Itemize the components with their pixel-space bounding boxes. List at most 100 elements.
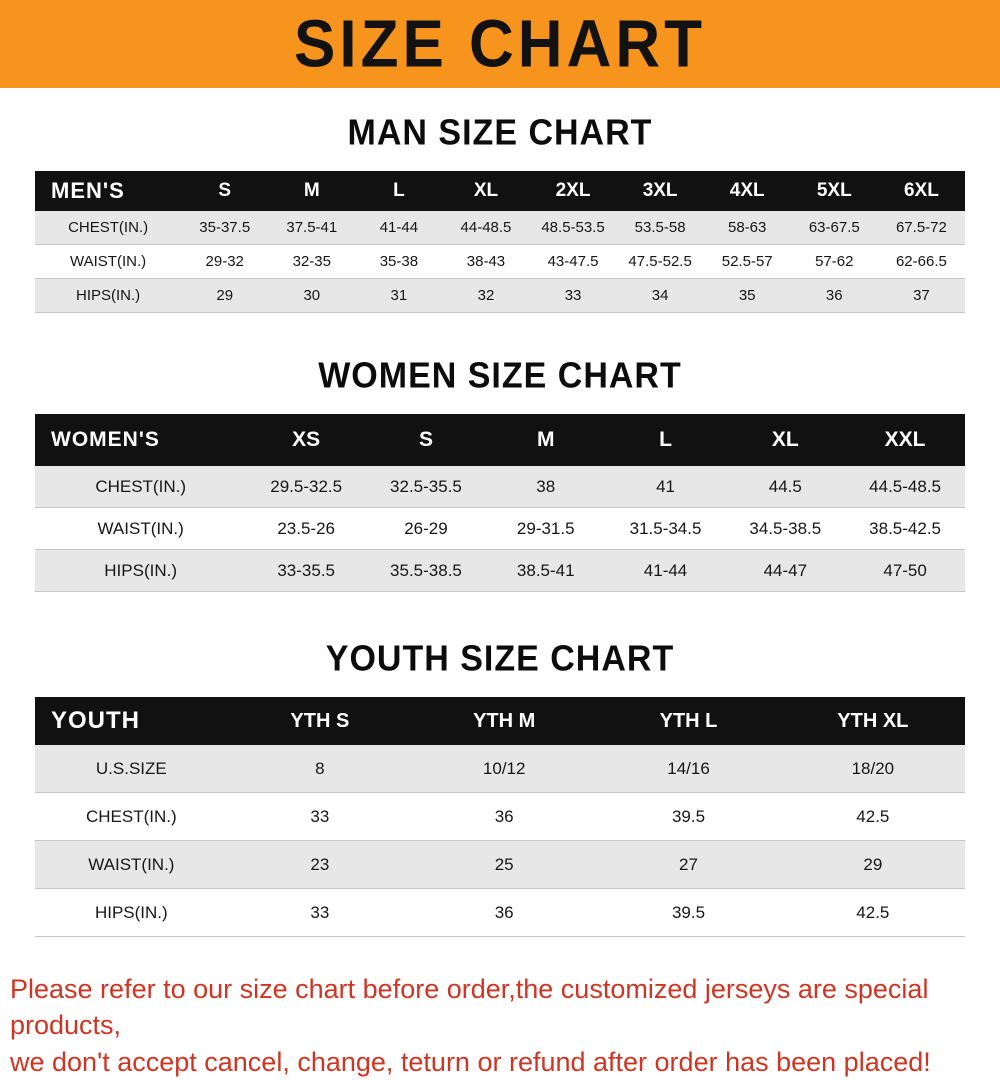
measurement-value: 10/12 [412, 745, 597, 793]
measurement-label: CHEST(IN.) [35, 792, 228, 841]
measurement-value: 29 [181, 278, 269, 313]
measurement-value: 47-50 [845, 549, 965, 592]
measurement-value: 18/20 [780, 745, 965, 793]
table-header-row: MEN'S S M L XL 2XL 3XL 4XL 5XL 6XL [35, 171, 965, 211]
table-row: WAIST(IN.) 23 25 27 29 [35, 840, 965, 889]
measurement-value: 33 [529, 278, 617, 313]
table-row: HIPS(IN.) 33-35.5 35.5-38.5 38.5-41 41-44 44-… [35, 549, 965, 592]
measurement-value: 26-29 [366, 507, 486, 550]
measurement-value: 44.5 [725, 466, 846, 508]
measurement-value: 29-31.5 [485, 507, 606, 550]
measurement-label: CHEST(IN.) [35, 466, 247, 508]
measurement-value: 53.5-58 [616, 211, 704, 245]
measurement-value: 29 [780, 840, 965, 889]
measurement-value: 36 [412, 792, 597, 841]
size-chart-banner: SIZE CHART [0, 0, 1000, 88]
measurement-value: 44-47 [725, 549, 846, 592]
measurement-value: 29-32 [181, 244, 269, 279]
measurement-value: 29.5-32.5 [246, 466, 367, 508]
size-column-header: XL [442, 171, 530, 211]
size-column-header: YTH XL [780, 697, 965, 745]
size-column-header: L [355, 171, 443, 211]
measurement-value: 63-67.5 [790, 211, 878, 245]
man-size-heading: MAN SIZE CHART [347, 113, 653, 153]
measurement-value: 47.5-52.5 [616, 244, 704, 279]
measurement-value: 31 [355, 278, 443, 313]
measurement-value: 23 [227, 840, 413, 889]
measurement-label: WAIST(IN.) [35, 244, 182, 279]
order-policy-note: Please refer to our size chart before or… [10, 971, 992, 1080]
table-row: HIPS(IN.) 33 36 39.5 42.5 [35, 888, 965, 937]
measurement-value: 35.5-38.5 [366, 549, 486, 592]
measurement-value: 38-43 [442, 244, 530, 279]
size-table: WOMEN'S XS S M L XL XXL CHEST(IN.) 29.5-32.5 32.5… [35, 414, 965, 592]
size-column-header: L [605, 414, 726, 466]
size-column-header: M [485, 414, 606, 466]
women-size-heading: WOMEN SIZE CHART [318, 356, 682, 396]
youth-size-section: YOUTH SIZE CHART YOUTH YTH S YTH M YTH L YTH… [0, 639, 1000, 937]
table-row: HIPS(IN.) 29 30 31 32 33 34 35 36 37 [35, 278, 965, 313]
table-header-row: YOUTH YTH S YTH M YTH L YTH XL [35, 697, 965, 745]
measurement-value: 32.5-35.5 [366, 466, 486, 508]
size-column-header: S [181, 171, 269, 211]
size-column-header: 2XL [529, 171, 617, 211]
measurement-label: HIPS(IN.) [35, 549, 247, 592]
measurement-value: 33 [227, 792, 413, 841]
measurement-value: 14/16 [596, 745, 781, 793]
table-row: CHEST(IN.) 29.5-32.5 32.5-35.5 38 41 44.5 44.5… [35, 466, 965, 508]
measurement-label: U.S.SIZE [35, 745, 228, 793]
order-policy-line-2: we don't accept cancel, change, teturn o… [10, 1046, 931, 1077]
measurement-value: 35-37.5 [181, 211, 269, 245]
size-table: YOUTH YTH S YTH M YTH L YTH XL U.S.SIZE 8 10/12… [35, 697, 965, 937]
measurement-value: 67.5-72 [877, 211, 965, 245]
measurement-value: 44.5-48.5 [845, 466, 965, 508]
measurement-value: 34.5-38.5 [725, 507, 846, 550]
measurement-value: 42.5 [780, 888, 965, 937]
measurement-value: 38.5-42.5 [845, 507, 965, 550]
measurement-value: 36 [412, 888, 597, 937]
table-group-label: WOMEN'S [35, 414, 247, 466]
measurement-value: 34 [616, 278, 704, 313]
measurement-value: 44-48.5 [442, 211, 530, 245]
measurement-value: 36 [790, 278, 878, 313]
women-size-table-container: WOMEN'S XS S M L XL XXL CHEST(IN.) 29.5-32.5 32.5… [0, 414, 1000, 592]
measurement-value: 41-44 [355, 211, 443, 245]
measurement-label: HIPS(IN.) [35, 278, 182, 313]
table-row: U.S.SIZE 8 10/12 14/16 18/20 [35, 745, 965, 793]
measurement-label: WAIST(IN.) [35, 840, 228, 889]
youth-size-table-container: YOUTH YTH S YTH M YTH L YTH XL U.S.SIZE 8 10/12… [0, 697, 1000, 937]
measurement-value: 57-62 [790, 244, 878, 279]
size-column-header: XL [725, 414, 846, 466]
table-header-row: WOMEN'S XS S M L XL XXL [35, 414, 965, 466]
size-column-header: XXL [845, 414, 965, 466]
size-column-header: XS [246, 414, 367, 466]
measurement-value: 38 [485, 466, 606, 508]
table-row: CHEST(IN.) 33 36 39.5 42.5 [35, 792, 965, 841]
measurement-value: 30 [268, 278, 356, 313]
measurement-value: 32 [442, 278, 530, 313]
measurement-label: WAIST(IN.) [35, 507, 247, 550]
size-column-header: YTH L [596, 697, 781, 745]
measurement-value: 23.5-26 [246, 507, 367, 550]
measurement-label: HIPS(IN.) [35, 888, 228, 937]
measurement-value: 52.5-57 [703, 244, 791, 279]
measurement-value: 48.5-53.5 [529, 211, 617, 245]
table-row: WAIST(IN.) 29-32 32-35 35-38 38-43 43-47.5 47.… [35, 244, 965, 279]
size-column-header: M [268, 171, 356, 211]
table-row: CHEST(IN.) 35-37.5 37.5-41 41-44 44-48.5 48.5… [35, 211, 965, 245]
measurement-value: 35 [703, 278, 791, 313]
size-column-header: S [366, 414, 486, 466]
measurement-value: 27 [596, 840, 781, 889]
order-policy-line-1: Please refer to our size chart before or… [10, 974, 929, 1041]
measurement-value: 8 [227, 745, 413, 793]
measurement-value: 32-35 [268, 244, 356, 279]
measurement-value: 37 [877, 278, 965, 313]
measurement-value: 39.5 [596, 888, 781, 937]
man-size-table-container: MEN'S S M L XL 2XL 3XL 4XL 5XL 6XL CHEST(IN.) 35-37… [0, 171, 1000, 313]
measurement-value: 35-38 [355, 244, 443, 279]
size-table: MEN'S S M L XL 2XL 3XL 4XL 5XL 6XL CHEST(IN.) 35-37… [35, 171, 965, 313]
size-column-header: YTH M [412, 697, 597, 745]
measurement-value: 41-44 [605, 549, 726, 592]
measurement-value: 31.5-34.5 [605, 507, 726, 550]
measurement-value: 62-66.5 [877, 244, 965, 279]
